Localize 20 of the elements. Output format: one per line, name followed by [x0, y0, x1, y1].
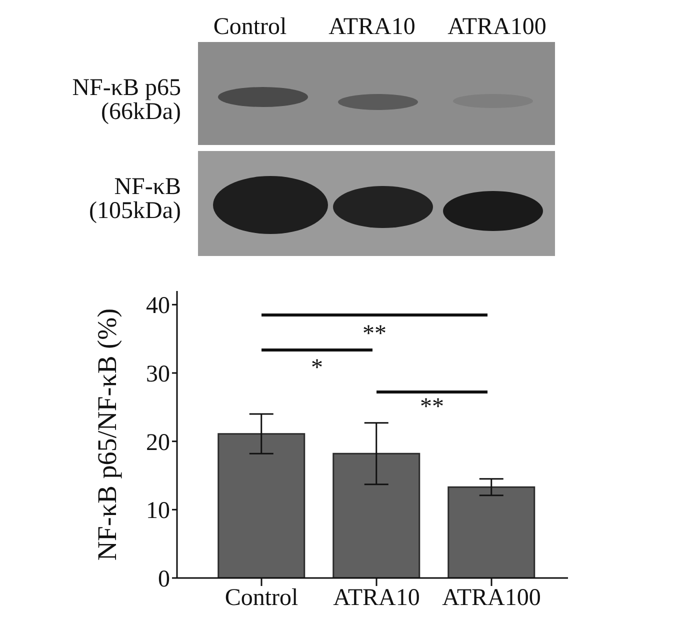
category-label: Control [213, 14, 287, 40]
bar [218, 433, 306, 578]
y-tick-label: 30 [146, 362, 170, 388]
x-tick-label: ATRA10 [333, 585, 420, 612]
bar [448, 486, 536, 578]
annotation: * [311, 355, 323, 381]
y-tick-label: 0 [158, 566, 170, 593]
x-tick-label: Control [224, 585, 298, 612]
bar [332, 452, 420, 578]
text: NF-κB (105kDa) [88, 174, 181, 224]
category-label: ATRA100 [448, 14, 546, 40]
annotation: ** [362, 321, 386, 347]
y-tick-label: 40 [146, 293, 170, 320]
y-tick-label: 10 [146, 498, 170, 524]
category-label: ATRA10 [328, 14, 416, 40]
y-axis-title: NF-κB p65/NF-κB (%) [92, 308, 122, 561]
text: NF-κB p65 (66kDa) [71, 75, 181, 125]
x-tick-label: ATRA100 [442, 585, 541, 612]
y-tick-label: 20 [146, 430, 170, 456]
annotation: ** [420, 394, 444, 420]
